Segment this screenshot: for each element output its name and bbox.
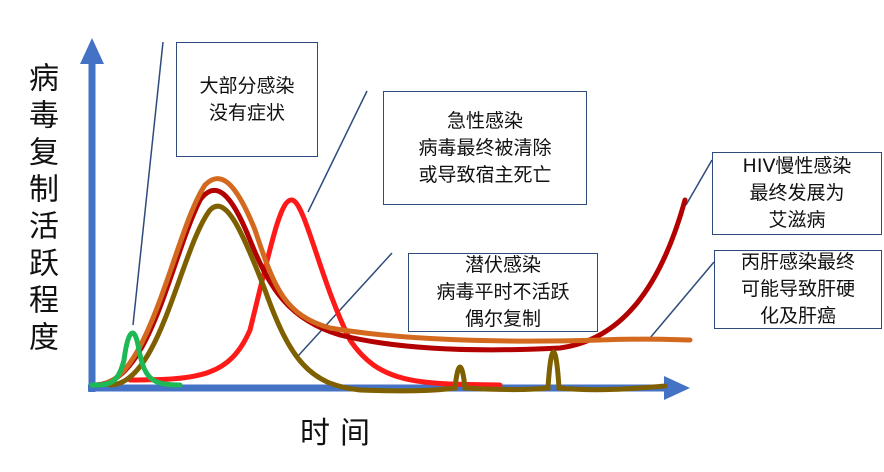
callout-line: 艾滋病 xyxy=(768,209,826,231)
callout: 急性感染 病毒最终被清除 或导致宿主死亡 xyxy=(383,91,587,205)
callout-line: 可能导致肝硬 xyxy=(740,278,855,300)
callout-line: 病毒最终被清除 xyxy=(418,136,552,159)
asymptomatic-curve xyxy=(89,330,183,388)
callout-line: 潜伏感染 xyxy=(464,254,541,276)
callout-line: 病毒平时不活跃 xyxy=(436,281,570,303)
callout-line: 丙肝感染最终 xyxy=(740,251,855,273)
x-arrow xyxy=(664,376,690,400)
callout: HIV慢性感染 最终发展为 艾滋病 xyxy=(712,152,882,235)
callout-line: 或导致宿主死亡 xyxy=(418,163,552,186)
latent-curve xyxy=(107,203,668,394)
pointer-line xyxy=(307,90,368,213)
pointer-line xyxy=(132,41,164,326)
y-axis-label: 病毒复制活跃程度 xyxy=(23,62,58,358)
callout-line: 大部分感染 xyxy=(199,74,295,97)
callout-line: 化及肝癌 xyxy=(759,305,836,327)
pointer-line xyxy=(685,159,713,206)
y-arrow xyxy=(80,38,104,64)
callout: 潜伏感染 病毒平时不活跃 偶尔复制 xyxy=(408,253,598,332)
callout-line: 最终发展为 xyxy=(749,182,845,204)
callout-line: HIV慢性感染 xyxy=(742,155,852,177)
callout-line: 急性感染 xyxy=(446,109,523,132)
x-axis-label: 时间 xyxy=(300,416,380,451)
callout-line: 偶尔复制 xyxy=(464,308,541,330)
callout: 丙肝感染最终 可能导致肝硬 化及肝癌 xyxy=(714,250,882,329)
acute-curve xyxy=(127,197,503,388)
pointer-line xyxy=(649,261,715,339)
callout-line: 没有症状 xyxy=(208,101,285,124)
hcv-curve xyxy=(97,176,693,388)
callout: 大部分感染 没有症状 xyxy=(176,42,318,157)
pointer-line xyxy=(297,252,393,357)
